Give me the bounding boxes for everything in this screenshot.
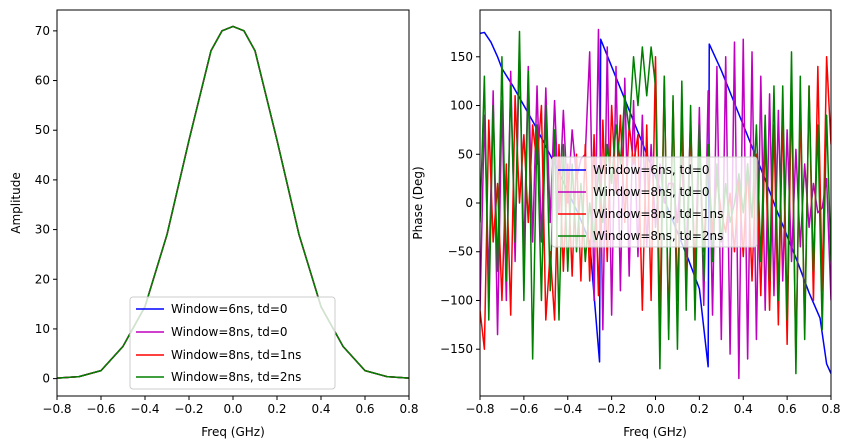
phase-y-ticks: −150 −100 −50 0 50 100 150 [440,50,480,356]
phase-y-tick-label-5: 100 [450,99,473,113]
amplitude-legend-label-0: Window=6ns, td=0 [171,302,288,316]
amplitude-x-tick-label-0: −0.8 [42,402,71,416]
phase-y-tick-label-4: 50 [458,147,473,161]
phase-legend-label-0: Window=6ns, td=0 [593,163,710,177]
amplitude-y-ticks: 0 10 20 30 40 50 60 70 [35,24,57,386]
phase-y-tick-label-6: 150 [450,50,473,64]
phase-panel: −0.8 −0.6 −0.4 −0.2 0.0 0.2 0.4 0.6 0.8 −150 −100… [411,9,841,439]
amplitude-y-tick-label-3: 30 [35,223,50,237]
phase-y-tick-label-0: −150 [440,342,473,356]
phase-x-tick-label-6: 0.4 [734,402,753,416]
phase-y-tick-label-1: −100 [440,293,473,307]
amplitude-panel: −0.8 −0.6 −0.4 −0.2 0.0 0.2 0.4 0.6 0.8 0 10 20 30 4… [9,9,419,439]
amplitude-legend-label-3: Window=8ns, td=2ns [171,370,301,384]
amplitude-series-group [57,25,409,379]
amplitude-x-tick-label-6: 0.4 [311,402,330,416]
amplitude-x-tick-label-3: −0.2 [174,402,203,416]
phase-y-tick-label-3: 0 [465,196,473,210]
amplitude-x-tick-label-2: −0.4 [130,402,159,416]
amplitude-legend-label-1: Window=8ns, td=0 [171,325,288,339]
phase-x-tick-label-1: −0.6 [509,402,538,416]
amplitude-y-tick-label-4: 40 [35,173,50,187]
amplitude-y-axis-label: Amplitude [9,172,23,234]
phase-x-tick-label-7: 0.6 [778,402,797,416]
phase-x-tick-label-2: −0.4 [553,402,582,416]
phase-legend-box [551,156,758,248]
phase-series-line-2 [480,56,831,360]
amplitude-y-tick-label-2: 20 [35,272,50,286]
phase-legend: Window=6ns, td=0 Window=8ns, td=0 Window… [551,156,758,248]
amplitude-y-tick-label-5: 50 [35,123,50,137]
amplitude-legend: Window=6ns, td=0 Window=8ns, td=0 Window… [129,296,336,390]
amplitude-x-ticks: −0.8 −0.6 −0.4 −0.2 0.0 0.2 0.4 0.6 0.8 [42,396,419,416]
phase-legend-label-2: Window=8ns, td=1ns [593,207,723,221]
amplitude-x-tick-label-8: 0.8 [399,402,418,416]
amplitude-y-tick-label-1: 10 [35,322,50,336]
amplitude-x-axis-label: Freq (GHz) [201,425,265,439]
phase-x-tick-label-3: −0.2 [597,402,626,416]
phase-y-axis-label: Phase (Deg) [411,166,425,239]
amplitude-y-tick-label-6: 60 [35,74,50,88]
phase-x-tick-label-5: 0.2 [690,402,709,416]
amplitude-x-tick-label-4: 0.0 [223,402,242,416]
phase-y-tick-label-2: −50 [448,245,473,259]
phase-legend-label-1: Window=8ns, td=0 [593,185,710,199]
phase-x-tick-label-0: −0.8 [465,402,494,416]
amplitude-series-line-3 [57,25,409,379]
amplitude-x-tick-label-7: 0.6 [355,402,374,416]
amplitude-x-tick-label-5: 0.2 [267,402,286,416]
phase-x-axis-label: Freq (GHz) [623,425,687,439]
amplitude-legend-box [129,296,336,390]
amplitude-x-tick-label-1: −0.6 [86,402,115,416]
phase-series-line-3 [480,30,831,375]
phase-x-ticks: −0.8 −0.6 −0.4 −0.2 0.0 0.2 0.4 0.6 0.8 [465,396,841,416]
phase-legend-label-3: Window=8ns, td=2ns [593,229,723,243]
amplitude-y-tick-label-0: 0 [42,372,50,386]
amplitude-y-tick-label-7: 70 [35,24,50,38]
phase-x-tick-label-8: 0.8 [821,402,840,416]
phase-x-tick-label-4: 0.0 [646,402,665,416]
amplitude-legend-label-2: Window=8ns, td=1ns [171,348,301,362]
